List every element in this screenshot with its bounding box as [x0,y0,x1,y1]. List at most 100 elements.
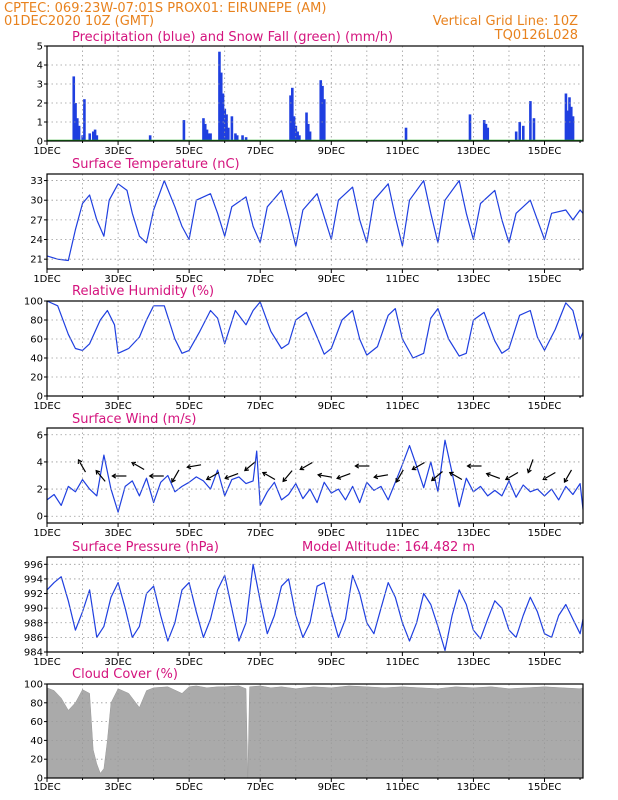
x-tick-label: 9DEC [318,528,345,539]
y-tick-label: 1 [37,118,43,129]
wind-arrow-head [411,465,417,471]
x-tick-label: 7DEC [247,782,274,793]
model-altitude-annotation: Model Altitude: 164.482 m [302,540,475,555]
precip-bar [532,118,536,141]
precip-panel-title: Precipitation (blue) and Snow Fall (gree… [72,30,393,45]
wind-arrow-head [430,476,436,482]
y-tick-label: 0 [37,392,43,403]
wind-arrow-shaft [262,471,276,481]
wind-arrow-head [205,475,211,481]
wind-arrow-shaft [374,474,389,478]
x-tick-label: 5DEC [175,146,202,157]
wind-arrow [485,472,501,479]
y-tick-label: 992 [24,589,43,600]
wind-arrow-head [299,465,305,471]
wind-arrow-head [171,478,176,484]
x-tick-label: 3DEC [104,528,131,539]
precip-bar [74,103,77,141]
wind-arrow [542,471,556,481]
precip-bar [298,135,301,141]
precip-bar [292,116,296,141]
wind-arrow [317,472,332,478]
chart-panel-1: 21 24 27 30 33 1DEC 3DEC 5DEC 7DEC 9DEC 11DEC 13DEC… [30,173,584,285]
series-line [46,300,584,359]
precip-bar [81,135,84,141]
wind-arrow [354,463,370,469]
x-tick-label: 15DEC [528,274,562,285]
wind-arrow-head [395,478,401,484]
wind-arrow-head [244,466,249,472]
y-tick-label: 994 [24,574,43,585]
precip-bar [219,72,223,141]
wind-arrow-head [504,475,510,481]
precip-bar [182,120,186,141]
header-vertical-grid: Vertical Grid Line: 10Z [433,14,578,29]
wind-arrow [336,473,351,480]
panel-frame [46,556,584,653]
precip-bar [218,51,221,142]
series-line [46,439,584,513]
wind-arrow [504,471,519,481]
x-tick-label: 9DEC [318,401,345,412]
wind-arrow-head [95,469,101,475]
x-tick-label: 13DEC [457,401,491,412]
wind-arrow-head [485,472,491,478]
y-tick-label: 27 [30,215,43,226]
wind-arrow-shaft [282,470,293,482]
chart-panel-2: 0 20 40 60 80 100 1DEC 3DEC 5DEC 7DEC 9DEC 11DEC 13D… [24,297,584,412]
wind-panel-title: Surface Wind (m/s) [72,412,196,427]
x-tick-label: 13DEC [457,657,491,668]
precip-bar [202,118,205,141]
plot-area [47,428,583,523]
wind-arrow [395,469,404,484]
wind-arrow-shaft [171,469,180,483]
x-tick-label: 1DEC [33,782,60,793]
wind-arrow [526,459,534,474]
precip-bar [564,93,568,141]
y-tick-label: 6 [37,430,43,441]
wind-arrow-shaft [542,471,556,481]
wind-arrow-shaft [131,461,145,471]
wind-arrow-shaft [299,461,313,471]
wind-arrow [148,473,164,479]
x-tick-label: 13DEC [457,528,491,539]
wind-arrow [244,461,256,472]
x-tick-label: 7DEC [247,528,274,539]
precip-bar [148,135,152,141]
chart-panel-5: 0 20 40 60 80 100 1DEC 3DEC 5DEC 7DEC 9DEC 11DEC 13D… [24,680,584,793]
precip-bar [203,123,207,141]
temperature-panel-title: Surface Temperature (nC) [72,157,240,172]
y-tick-label: 100 [24,297,43,308]
x-tick-label: 11DEC [385,146,419,157]
x-tick-label: 3DEC [104,657,131,668]
wind-arrow [563,469,573,484]
x-tick-label: 5DEC [175,528,202,539]
wind-arrow-shaft [224,473,239,479]
wind-arrow-shaft [486,473,501,479]
wind-arrow-head [282,477,288,483]
x-tick-label: 15DEC [528,146,562,157]
y-tick-label: 2 [37,99,43,110]
pressure-panel-title: Surface Pressure (hPa) [72,540,219,555]
precip-bar [241,135,244,141]
wind-arrow-shaft [95,470,106,482]
wind-arrow-head [526,468,532,474]
x-tick-label: 11DEC [385,657,419,668]
x-tick-label: 9DEC [318,657,345,668]
wind-arrow [430,471,443,482]
x-tick-label: 1DEC [33,528,60,539]
precip-bar [83,99,86,141]
precip-bar [568,97,571,141]
series-line [46,180,584,262]
plot-area [47,301,583,396]
precip-bar [289,95,292,141]
precip-bar [93,129,97,141]
wind-arrow-shaft [244,461,256,471]
wind-arrow-head [148,473,154,479]
precip-bar [566,110,570,141]
precip-bar [88,133,92,141]
header-model-id: TQ0126L028 [494,28,578,43]
wind-arrow-shaft [431,471,443,481]
header-run-time: 01DEC2020 10Z (GMT) [4,14,154,29]
